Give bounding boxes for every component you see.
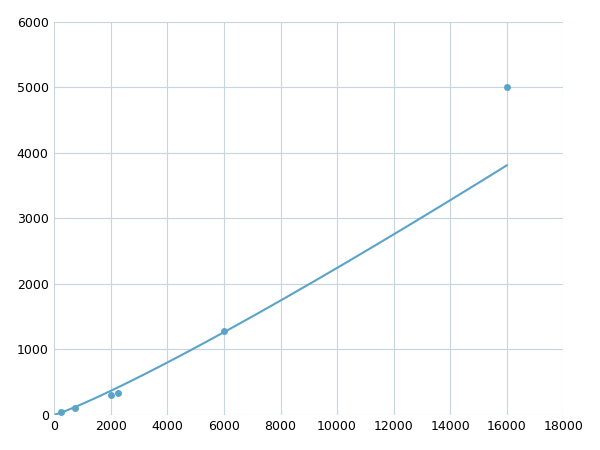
Point (56, 408, 66, 415)
Point (71, 405, 80, 412)
Point (219, 328, 229, 335)
Point (502, 84, 512, 91)
Point (113, 390, 122, 397)
Point (106, 392, 116, 399)
